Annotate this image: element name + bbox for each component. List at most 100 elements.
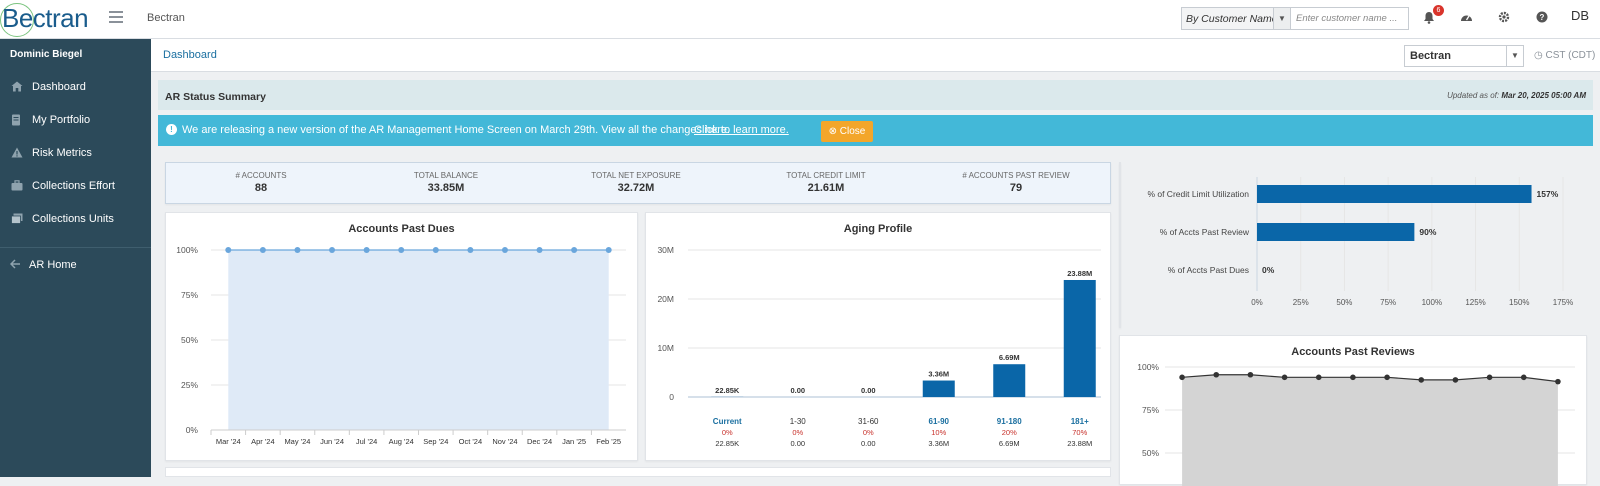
timezone-label: ◷ CST (CDT) (1534, 50, 1595, 61)
sidebar-item-risk-metrics[interactable]: Risk Metrics (0, 144, 151, 164)
bar (1257, 185, 1532, 203)
bar (993, 364, 1025, 397)
data-point (1282, 375, 1288, 381)
data-label: 0.00 (861, 386, 876, 395)
x-tick-label: 125% (1465, 298, 1485, 307)
sidebar-item-label: AR Home (29, 259, 77, 271)
kpi-summary-bar: # ACCOUNTS 88 TOTAL BALANCE 33.85M TOTAL… (165, 162, 1111, 204)
tenant-select[interactable]: Bectran ▼ (1404, 45, 1524, 67)
arrow-left-icon (10, 259, 22, 271)
help-icon[interactable]: ? (1535, 11, 1549, 25)
updated-timestamp: Updated as of: Mar 20, 2025 05:00 AM (1447, 91, 1586, 100)
percent-label: 0% (863, 428, 874, 437)
sidebar-item-dashboard[interactable]: Dashboard (0, 78, 151, 98)
bar (1257, 223, 1414, 241)
amount-label: 22.85K (715, 439, 739, 448)
data-point (260, 247, 266, 253)
amount-label: 6.69M (999, 439, 1020, 448)
customer-search-input[interactable] (1290, 7, 1409, 30)
updated-value: Mar 20, 2025 05:00 AM (1501, 91, 1586, 100)
data-point (294, 247, 300, 253)
release-notice: ! We are releasing a new version of the … (158, 115, 1593, 146)
close-notice-button[interactable]: ⊗ Close (821, 121, 873, 142)
percent-label: 20% (1002, 428, 1017, 437)
y-tick-label: 75% (181, 290, 198, 300)
close-label: Close (840, 126, 866, 137)
sidebar-item-collections-units[interactable]: Collections Units (0, 210, 151, 230)
kpi-label: TOTAL BALANCE (351, 171, 541, 180)
aging-profile-chart: 30M20M10M022.85KCurrent0%22.85K0.001-300… (646, 213, 1112, 462)
hamburger-menu-icon[interactable] (109, 11, 123, 25)
x-tick-label: Oct '24 (459, 437, 483, 446)
category-label: 1-30 (790, 417, 807, 426)
x-tick-label: 25% (1293, 298, 1309, 307)
bar (923, 381, 955, 397)
data-point (1213, 372, 1219, 378)
y-tick-label: 0% (186, 425, 199, 435)
x-tick-label: Jun '24 (320, 437, 344, 446)
area-fill (1182, 375, 1558, 486)
percent-label: 0% (792, 428, 803, 437)
category-label: 61-90 (929, 417, 950, 426)
data-point (1316, 375, 1322, 381)
bar (1064, 280, 1096, 397)
gear-icon[interactable] (1497, 11, 1511, 25)
close-circle-icon: ⊗ (829, 126, 837, 137)
search-type-select[interactable]: By Customer Name ▼ (1181, 7, 1291, 30)
y-tick-label: 25% (181, 380, 198, 390)
kpi-label: # ACCOUNTS (166, 171, 356, 180)
info-icon: ! (166, 124, 177, 135)
y-tick-label: 20M (657, 294, 674, 304)
data-point (433, 247, 439, 253)
svg-text:?: ? (1540, 13, 1545, 22)
briefcase-icon (11, 180, 23, 192)
y-tick-label: 10M (657, 343, 674, 353)
amount-label: 0.00 (790, 439, 805, 448)
data-point (364, 247, 370, 253)
y-tick-label: 50% (1142, 448, 1159, 458)
dashboard-gauge-icon[interactable] (1459, 11, 1473, 25)
search-type-value: By Customer Name (1186, 13, 1278, 25)
next-panel (165, 467, 1111, 477)
notification-badge: 6 (1433, 5, 1444, 16)
sidebar-item-label: Risk Metrics (32, 147, 92, 159)
data-label: 0% (1262, 265, 1275, 275)
data-point (225, 247, 231, 253)
x-tick-label: Jul '24 (356, 437, 377, 446)
sidebar: Dominic Biegel Dashboard My Portfolio Ri… (0, 39, 151, 477)
kpi-total-balance: TOTAL BALANCE 33.85M (351, 171, 541, 194)
sidebar-item-collections-effort[interactable]: Collections Effort (0, 177, 151, 197)
sidebar-item-ar-home[interactable]: AR Home (0, 256, 151, 276)
category-label: % of Accts Past Review (1160, 227, 1250, 237)
sidebar-divider (0, 247, 151, 248)
user-avatar[interactable]: DB (1571, 8, 1593, 28)
data-point (398, 247, 404, 253)
timezone-value: CST (CDT) (1546, 50, 1596, 61)
sidebar-user-name: Dominic Biegel (10, 49, 82, 60)
updated-label: Updated as of: (1447, 91, 1499, 100)
sidebar-item-portfolio[interactable]: My Portfolio (0, 111, 151, 131)
data-point (1555, 379, 1561, 385)
kpi-label: TOTAL CREDIT LIMIT (731, 171, 921, 180)
x-tick-label: 75% (1380, 298, 1396, 307)
data-point (1453, 377, 1459, 383)
percent-label: 10% (931, 428, 946, 437)
x-tick-label: Feb '25 (596, 437, 621, 446)
kpi-label: TOTAL NET EXPOSURE (541, 171, 731, 180)
x-tick-label: Dec '24 (527, 437, 552, 446)
x-tick-label: May '24 (284, 437, 310, 446)
data-point (537, 247, 543, 253)
x-tick-label: Mar '24 (216, 437, 241, 446)
accounts-past-reviews-chart: 100%75%50% (1120, 336, 1588, 486)
learn-more-link[interactable]: Click to learn more. (694, 124, 789, 136)
sidebar-item-label: Collections Units (32, 213, 114, 225)
data-point (1487, 375, 1493, 381)
breadcrumb[interactable]: Dashboard (163, 49, 217, 61)
bectran-logo[interactable]: Bectran (2, 3, 88, 34)
amount-label: 3.36M (928, 439, 949, 448)
x-tick-label: Apr '24 (251, 437, 275, 446)
y-tick-label: 100% (176, 245, 198, 255)
data-label: 6.69M (999, 353, 1020, 362)
